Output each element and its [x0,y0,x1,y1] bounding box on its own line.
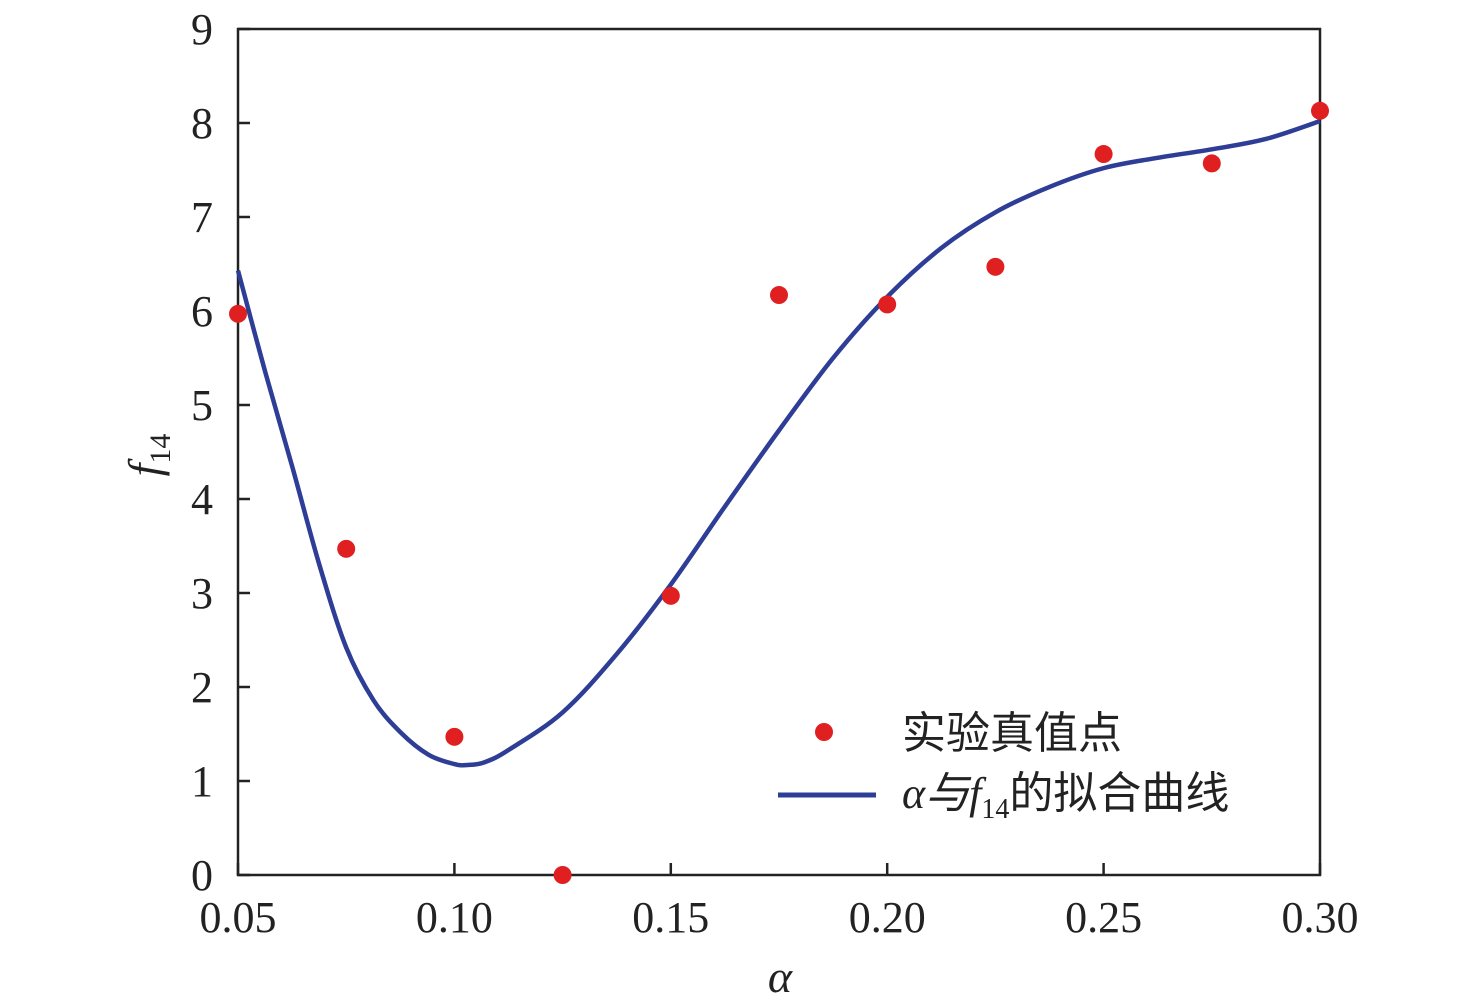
legend: 实验真值点 α与f14的拟合曲线 [778,709,1229,825]
y-tick-label: 7 [191,193,213,242]
y-tick-label: 5 [191,381,213,430]
data-point [553,866,572,884]
y-tick-label: 2 [191,663,213,712]
x-tick-label: 0.15 [632,893,709,942]
data-point [770,286,788,305]
data-point [1311,101,1329,120]
legend-marker-points [815,723,833,741]
x-tick-label: 0.20 [849,893,926,942]
plot-frame [236,27,1322,877]
y-tick-label: 9 [191,5,213,54]
x-tick-label: 0.05 [200,893,277,942]
legend-label-points: 实验真值点 [902,709,1122,758]
x-tick-label: 0.30 [1282,893,1359,942]
legend-curve-post: 的拟合曲线 [1009,769,1229,818]
y-tick-label: 4 [191,475,213,524]
data-point [337,539,356,558]
fit-curve-layer [235,118,1321,768]
legend-curve-pre: α与f [902,769,987,818]
y-tick-label: 0 [191,851,213,900]
data-point [878,295,897,314]
legend-curve-sub: 14 [981,794,1009,825]
y-tick-label: 3 [191,569,213,618]
y-tick-label: 6 [191,287,213,336]
y-axis-label-sub: 14 [144,434,177,464]
y-tick-label: 1 [191,757,213,806]
x-tick-label: 0.25 [1065,893,1142,942]
y-axis-label: f14 [119,434,177,477]
data-point [229,304,247,323]
data-points-layer [229,101,1329,884]
data-point [1094,145,1113,164]
x-tick-label: 0.10 [416,893,493,942]
data-point [661,586,680,605]
data-point [445,727,464,746]
y-tick-label: 8 [191,99,213,148]
plot-area-border [236,27,1322,877]
axis-ticks: 0.05 0.10 0.15 0.20 0.25 0.30 0 1 2 3 4 5 6 7 8 9 [191,5,1359,942]
data-point [986,257,1005,276]
x-axis-label: α [768,951,793,1002]
fit-curve-line [235,118,1321,768]
data-point [1202,154,1221,173]
legend-label-curve: α与f14的拟合曲线 [902,769,1229,825]
